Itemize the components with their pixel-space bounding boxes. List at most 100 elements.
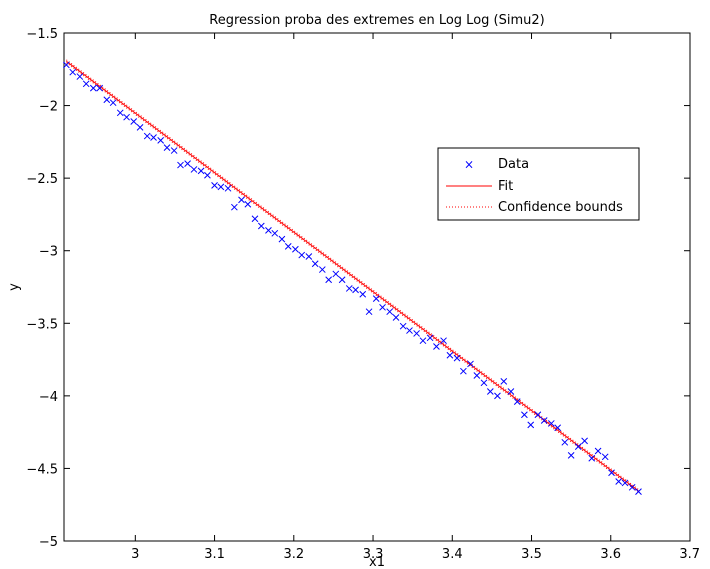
data-point (211, 182, 218, 189)
data-point (365, 308, 373, 316)
data-point (513, 398, 521, 406)
data-point (224, 184, 232, 192)
data-point (494, 392, 501, 400)
data-point (446, 351, 454, 359)
data-point (527, 421, 535, 429)
data-point (581, 437, 588, 445)
chart-title: Regression proba des extremes en Log Log… (209, 13, 544, 28)
data-point (130, 118, 138, 125)
data-point (150, 134, 157, 141)
y-tick-label: −2.5 (26, 172, 58, 187)
data-point (628, 483, 636, 491)
data-point (318, 266, 326, 273)
data-point (588, 454, 596, 462)
data-point (521, 411, 528, 419)
data-point (453, 354, 461, 362)
y-tick-label: −3 (39, 245, 58, 260)
data-point (197, 167, 205, 175)
data-point (372, 295, 380, 302)
confidence-bound-lower (66, 62, 639, 493)
data-point (190, 166, 198, 173)
legend-label-bounds: Confidence bounds (498, 200, 623, 215)
data-point (204, 171, 211, 179)
data-point (540, 417, 548, 424)
data-point (621, 479, 629, 487)
data-point (500, 377, 508, 385)
data-point (244, 200, 252, 208)
x-tick-label: 3.4 (442, 547, 463, 562)
data-point (399, 322, 407, 330)
data-point (426, 334, 434, 342)
data-point (419, 337, 427, 345)
legend-marker-data: × (464, 158, 474, 172)
y-tick-label: −1.5 (26, 27, 58, 42)
x-tick-label: 3 (131, 547, 139, 562)
data-point (379, 303, 386, 311)
data-point (69, 68, 77, 76)
data-point (332, 270, 340, 278)
data-point (433, 343, 440, 350)
legend-label-data: Data (498, 157, 529, 172)
data-point (217, 183, 225, 191)
data-point (116, 109, 124, 117)
x-tick-label: 3.5 (521, 547, 542, 562)
data-point (460, 367, 467, 375)
x-tick-label: 3.2 (283, 547, 304, 562)
data-point (109, 99, 117, 107)
data-point (123, 113, 130, 121)
y-tick-label: −4.5 (26, 462, 58, 477)
data-point (467, 360, 474, 368)
x-tick-label: 3.1 (204, 547, 225, 562)
data-point (163, 144, 171, 152)
data-point (265, 227, 272, 234)
data-point (311, 260, 319, 268)
data-point (615, 478, 623, 485)
data-point (440, 337, 447, 345)
data-point (143, 132, 151, 140)
data-point (103, 96, 111, 104)
data-point (278, 235, 286, 243)
data-point (567, 452, 575, 459)
data-point (136, 123, 144, 131)
data-point (359, 290, 367, 298)
data-point (257, 222, 265, 230)
data-point (473, 372, 481, 379)
data-point (157, 137, 165, 144)
data-point (594, 447, 602, 455)
data-point (352, 286, 359, 294)
legend-label-fit: Fit (498, 179, 513, 194)
data-point (82, 80, 90, 88)
data-point (507, 388, 515, 395)
data-point (238, 196, 245, 204)
data-marks (63, 59, 642, 496)
y-axis-label: y (7, 283, 22, 291)
data-point (251, 215, 259, 223)
plot-frame (63, 32, 691, 542)
data-point (547, 420, 555, 427)
data-point (561, 438, 569, 446)
data-point (392, 314, 400, 321)
data-point (76, 73, 84, 80)
data-point (345, 285, 353, 292)
y-tick-label: −2 (39, 100, 58, 115)
legend-box (437, 147, 640, 221)
data-point (63, 61, 70, 69)
y-tick-label: −3.5 (26, 317, 58, 332)
data-point (386, 308, 394, 316)
x-tick-label: 3.3 (363, 547, 384, 562)
y-tick-label: −5 (39, 535, 58, 550)
data-point (177, 161, 184, 169)
data-point (89, 84, 97, 92)
x-axis-label: x1 (369, 555, 385, 569)
y-tick-label: −4 (39, 390, 58, 405)
data-point (608, 469, 615, 477)
data-point (635, 488, 642, 496)
axes: 3 3.1 3.2 3.3 3.4 3.5 3.6 3.7 −5 −4.5 −4 −3.5 −3 −2.5… (26, 27, 700, 562)
data-point (574, 443, 582, 451)
x-tick-label: 3.6 (600, 547, 621, 562)
data-point (554, 424, 562, 432)
data-point (292, 245, 299, 253)
data-point (305, 253, 313, 260)
data-point (184, 160, 191, 167)
